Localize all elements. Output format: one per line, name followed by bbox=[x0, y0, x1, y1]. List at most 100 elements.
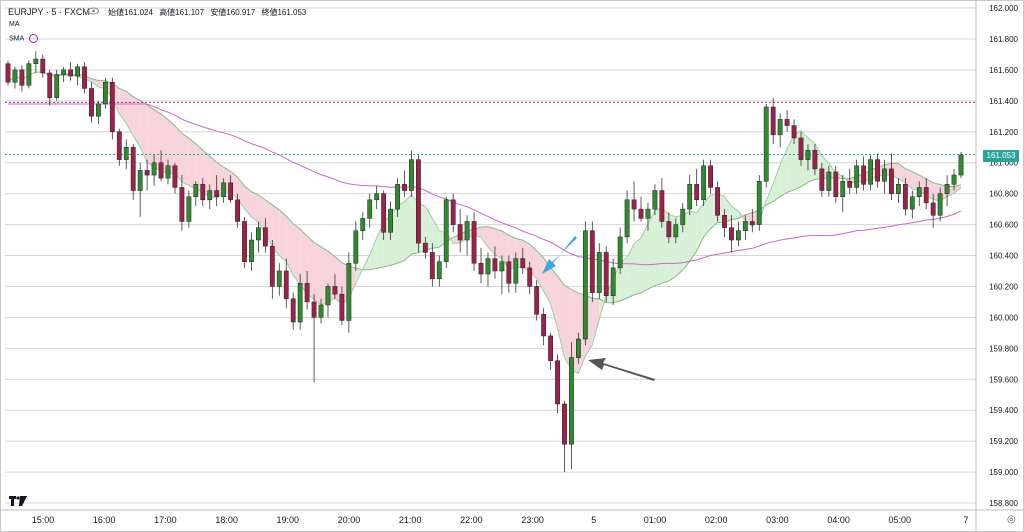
ma-cloud-segment bbox=[481, 226, 488, 247]
ma-cloud-segment bbox=[550, 267, 558, 329]
loading-icon bbox=[28, 34, 38, 43]
ma-cloud-segment bbox=[682, 211, 690, 271]
ma-cloud-segment bbox=[954, 184, 961, 194]
candle-body bbox=[861, 165, 867, 185]
candle-body bbox=[332, 286, 338, 295]
candle-body bbox=[283, 270, 289, 300]
ma-cloud-segment bbox=[641, 223, 648, 293]
candle-body bbox=[89, 88, 94, 117]
candle-body bbox=[311, 301, 317, 318]
ma-cloud-segment bbox=[209, 155, 217, 199]
candle-body bbox=[902, 184, 908, 210]
candle-body bbox=[33, 58, 39, 64]
candle-body bbox=[450, 199, 456, 225]
ma-cloud-segment bbox=[627, 243, 635, 299]
candle-body bbox=[854, 165, 860, 188]
candle-body bbox=[40, 58, 46, 74]
candle-body bbox=[930, 202, 936, 216]
y-tick-label: 161.200 bbox=[989, 128, 1018, 137]
ma-cloud-segment bbox=[397, 201, 405, 264]
candle-body bbox=[749, 221, 755, 225]
candle-body bbox=[958, 154, 964, 176]
candle-body bbox=[360, 218, 366, 231]
candle-body bbox=[353, 230, 359, 264]
candle-body bbox=[228, 182, 234, 201]
candle-body bbox=[576, 338, 581, 358]
indicator-ma[interactable]: MA bbox=[9, 21, 20, 28]
candle-body bbox=[249, 239, 254, 262]
candle-body bbox=[527, 267, 533, 287]
candle-body bbox=[833, 171, 839, 197]
candle-body bbox=[346, 262, 352, 321]
candle-body bbox=[819, 168, 825, 191]
y-tick-label: 160.600 bbox=[989, 221, 1018, 230]
x-tick-label: 17:00 bbox=[154, 515, 177, 525]
candle-body bbox=[680, 208, 686, 225]
candle-body bbox=[478, 262, 484, 275]
candle-body bbox=[221, 182, 227, 197]
x-tick-label: 19:00 bbox=[277, 515, 300, 525]
tradingview-logo[interactable] bbox=[9, 494, 27, 509]
candle-body bbox=[19, 69, 25, 86]
ma-cloud-segment bbox=[592, 298, 600, 345]
x-tick-label: 21:00 bbox=[399, 515, 422, 525]
ma-cloud-segment bbox=[279, 209, 287, 262]
gear-icon[interactable]: ◎ bbox=[1007, 514, 1016, 525]
candle-body bbox=[325, 286, 331, 306]
x-tick-label: 02:00 bbox=[705, 515, 728, 525]
ma-cloud-segment bbox=[787, 134, 795, 193]
y-tick-label: 159.600 bbox=[989, 375, 1018, 384]
ma-cloud-segment bbox=[432, 218, 440, 249]
candle-body bbox=[631, 199, 637, 210]
candle-body bbox=[875, 159, 880, 182]
candle-body bbox=[47, 72, 53, 98]
ma-cloud-segment bbox=[689, 211, 697, 262]
y-tick-label: 161.000 bbox=[989, 159, 1018, 168]
candle-body bbox=[562, 403, 567, 445]
ma-cloud-segment bbox=[140, 100, 148, 163]
high-value: 高値161.107 bbox=[159, 8, 205, 17]
candle-body bbox=[374, 193, 380, 201]
y-tick-label: 158.800 bbox=[989, 499, 1018, 508]
candle-body bbox=[409, 159, 414, 191]
candle-body bbox=[784, 119, 790, 126]
eye-icon[interactable] bbox=[88, 7, 99, 15]
indicator-sma-label: SMA bbox=[9, 35, 24, 43]
candle-body bbox=[694, 184, 700, 201]
symbol-title[interactable]: EURJPY · 5 · FXCM bbox=[8, 7, 90, 17]
candle-body bbox=[96, 103, 101, 117]
ma-cloud-segment bbox=[161, 114, 168, 174]
indicator-sma[interactable]: SMA bbox=[9, 34, 38, 43]
candle-body bbox=[297, 283, 303, 323]
x-tick-label: 7 bbox=[963, 515, 968, 525]
y-tick-label: 161.600 bbox=[989, 66, 1018, 75]
ma-cloud-segment bbox=[654, 208, 662, 286]
ma-cloud-segment bbox=[293, 223, 301, 285]
candle-body bbox=[770, 106, 776, 136]
candle-body bbox=[102, 82, 108, 105]
ma-cloud-segment bbox=[564, 285, 572, 370]
candle-body bbox=[944, 184, 950, 194]
ma-cloud-segment bbox=[167, 119, 175, 174]
ma-cloud-segment bbox=[119, 88, 127, 124]
candle-body bbox=[109, 82, 115, 132]
ma-cloud-segment bbox=[647, 210, 655, 290]
ma-cloud-segment bbox=[126, 91, 134, 136]
ma-cloud-segment bbox=[425, 206, 433, 251]
candle-body bbox=[485, 258, 491, 275]
ma-cloud-segment bbox=[501, 230, 509, 269]
x-tick-label: 16:00 bbox=[93, 515, 116, 525]
candle-body bbox=[172, 165, 178, 188]
ma-cloud-segment bbox=[898, 163, 906, 183]
ma-cloud-segment bbox=[912, 171, 920, 191]
candle-body bbox=[193, 184, 199, 197]
low-value: 安値160.917 bbox=[210, 8, 256, 17]
open-value: 始値161.024 bbox=[108, 8, 153, 17]
current-price-badge: 161.053 bbox=[983, 150, 1019, 162]
ma-cloud-segment bbox=[258, 195, 266, 233]
candle-body bbox=[687, 184, 693, 210]
close-value: 終値161.053 bbox=[261, 8, 307, 17]
x-tick-label: 04:00 bbox=[827, 515, 850, 525]
ma-cloud-segment bbox=[773, 164, 781, 202]
